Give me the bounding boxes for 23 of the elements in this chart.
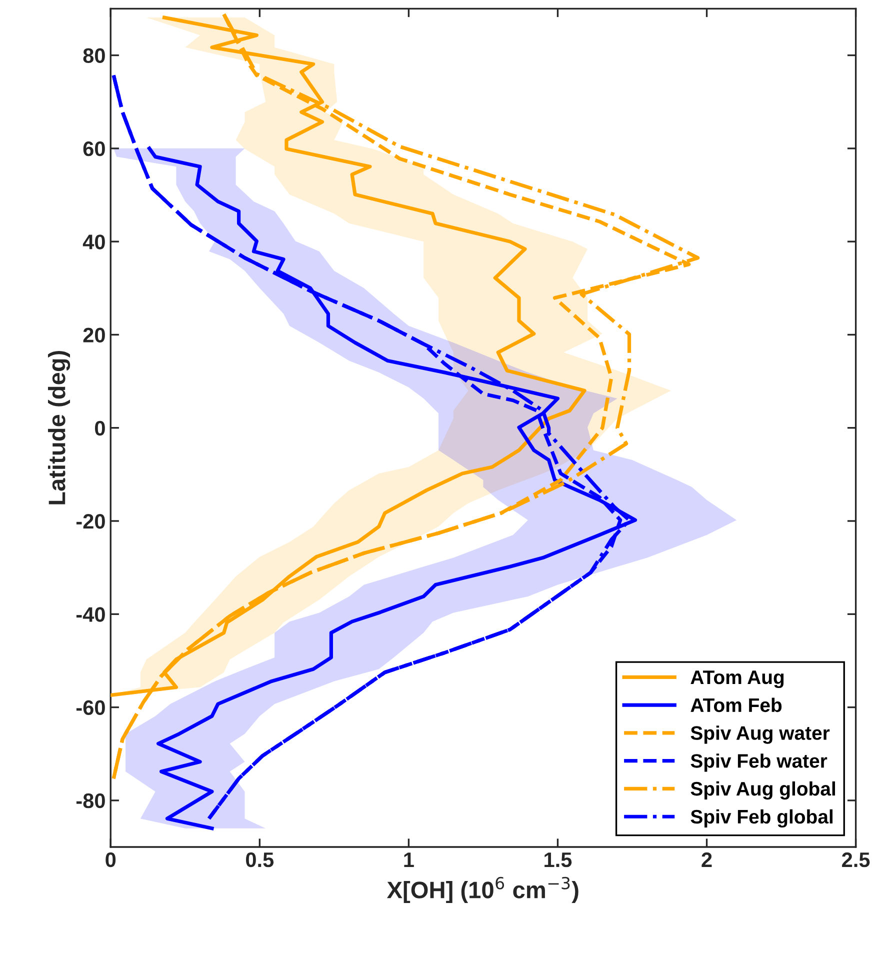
legend-label: Spiv Feb global xyxy=(690,809,832,828)
legend-label: Spiv Aug global xyxy=(690,781,835,800)
y-tick-label: 0 xyxy=(95,420,105,436)
y-tick-label: 20 xyxy=(83,328,105,342)
y-tick-label: -40 xyxy=(76,607,105,622)
y-tick-label: -60 xyxy=(76,700,105,716)
x-tick-label: 1.5 xyxy=(544,852,572,868)
legend-label: Spiv Feb water xyxy=(690,754,828,772)
x-tick-label: 2 xyxy=(702,852,712,867)
y-tick-label: 80 xyxy=(83,48,105,64)
y-tick-label: 40 xyxy=(82,234,105,250)
y-tick-label: 60 xyxy=(83,141,105,156)
y-tick-label: -80 xyxy=(76,793,105,808)
x-tick-label: 0.5 xyxy=(246,852,274,868)
legend-label: Spiv Aug water xyxy=(690,726,830,744)
x-tick-label: 0 xyxy=(106,852,116,868)
x-tick-label: 2.5 xyxy=(842,852,870,868)
x-axis-title: X[OH] (10$^{6}$ cm$^{−3}$) xyxy=(386,876,578,904)
y-axis-title: Latitude (deg) xyxy=(48,350,70,504)
y-tick-label: -20 xyxy=(76,514,105,529)
legend-label: ATom Aug xyxy=(690,670,784,688)
legend-label: ATom Feb xyxy=(690,698,782,712)
x-tick-label: 1 xyxy=(404,852,414,867)
